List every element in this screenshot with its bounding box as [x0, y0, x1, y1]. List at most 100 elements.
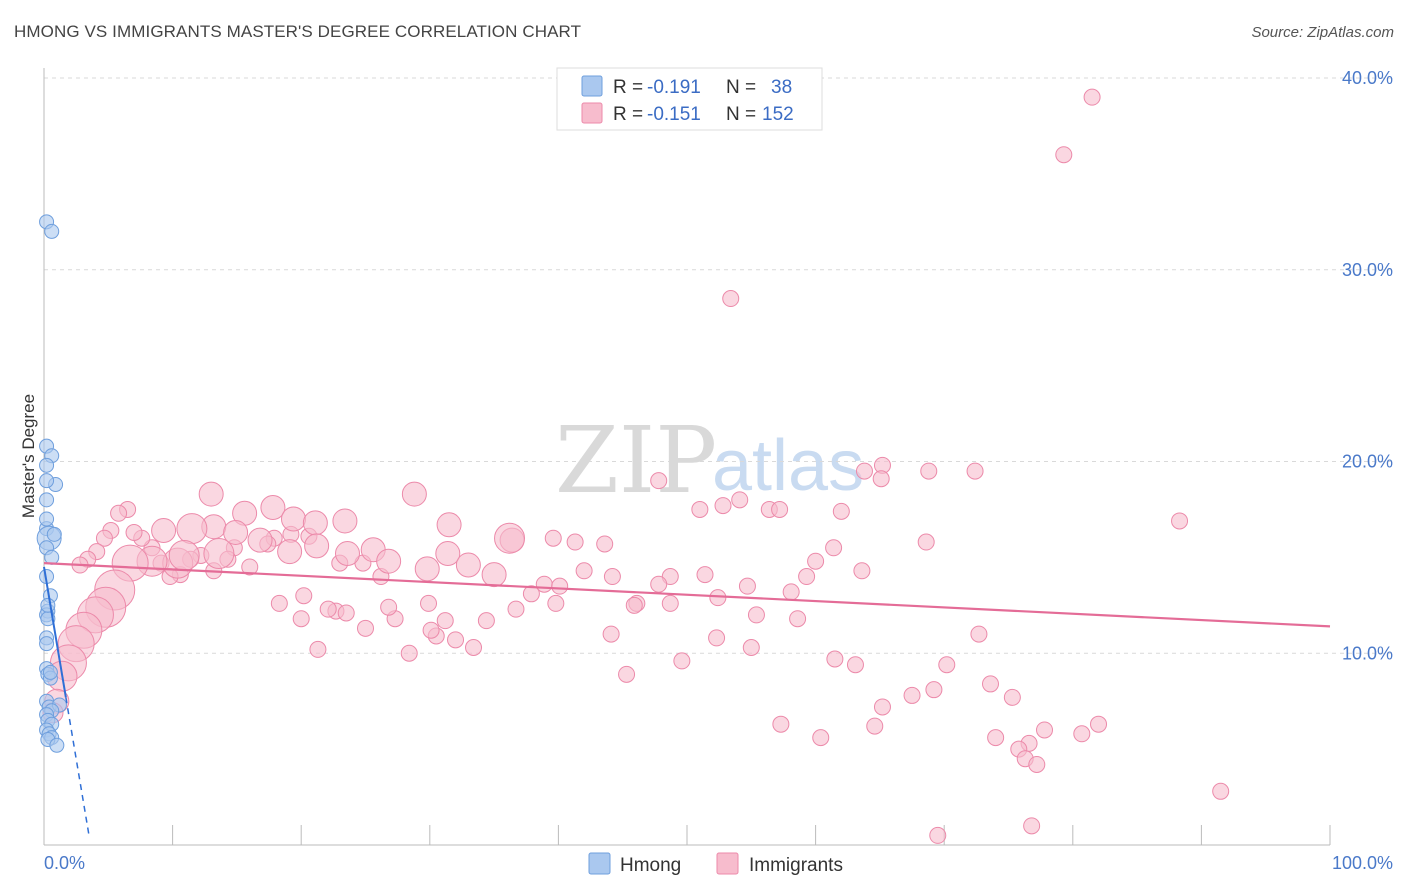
bottom-legend-label-immigrants: Immigrants — [749, 855, 843, 876]
immigrants-point — [798, 568, 816, 586]
immigrants-points — [42, 88, 1230, 844]
legend-swatch-immigrants — [581, 102, 603, 124]
immigrants-point — [125, 523, 143, 541]
immigrants-point — [447, 631, 465, 649]
immigrants-point — [401, 481, 427, 507]
trend-lines — [43, 562, 1331, 836]
immigrants-trend-line — [43, 562, 1331, 628]
y-tick-label: 10.0% — [1342, 643, 1393, 663]
immigrants-point — [714, 497, 732, 515]
hmong-trend-line-extension — [65, 697, 90, 836]
immigrants-point — [465, 638, 483, 656]
immigrants-point — [826, 650, 844, 668]
immigrants-point — [436, 512, 462, 538]
immigrants-point — [1083, 88, 1101, 106]
immigrants-point — [414, 556, 440, 582]
hmong-point — [40, 597, 56, 613]
legend-r-label-hmong: R = — [613, 77, 643, 98]
hmong-point — [42, 664, 58, 680]
immigrants-point — [295, 587, 313, 605]
immigrants-point — [507, 600, 525, 618]
immigrants-point — [309, 640, 327, 658]
immigrants-point — [917, 533, 935, 551]
immigrants-point — [920, 462, 938, 480]
immigrants-point — [551, 577, 569, 595]
immigrants-point — [376, 548, 402, 574]
immigrants-point — [176, 513, 208, 545]
immigrants-point — [420, 594, 438, 612]
immigrants-point — [494, 522, 526, 554]
immigrants-point — [241, 558, 259, 576]
immigrants-point — [825, 539, 843, 557]
hmong-point — [46, 526, 62, 542]
immigrants-point — [198, 481, 224, 507]
y-axis-label: Master's Degree — [19, 394, 38, 518]
immigrants-point — [812, 729, 830, 747]
immigrants-point — [277, 539, 303, 565]
y-tick-label: 30.0% — [1342, 260, 1393, 280]
immigrants-point — [708, 629, 726, 647]
immigrants-point — [422, 621, 440, 639]
x-axis-ticks — [172, 825, 1331, 845]
immigrants-point — [691, 500, 709, 518]
immigrants-point — [302, 510, 328, 536]
legend-r-value-immigrants: -0.151 — [647, 104, 701, 125]
immigrants-point — [650, 472, 668, 490]
immigrants-point — [247, 527, 273, 553]
immigrants-point — [966, 462, 984, 480]
immigrants-point — [596, 535, 614, 553]
bottom-legend-swatch-hmong — [588, 852, 611, 875]
hmong-point — [39, 492, 55, 508]
immigrants-point — [846, 656, 864, 674]
immigrants-point — [981, 675, 999, 693]
immigrants-point — [435, 541, 461, 567]
immigrants-point — [855, 462, 873, 480]
bottom-legend-swatch-immigrants — [716, 852, 739, 875]
immigrants-point — [547, 594, 565, 612]
x-tick-label-max: 100.0% — [1332, 853, 1393, 873]
immigrants-point — [722, 290, 740, 308]
immigrants-point — [673, 652, 691, 670]
immigrants-point — [168, 539, 200, 571]
immigrants-point — [731, 491, 749, 509]
immigrants-point — [625, 596, 643, 614]
source-label: Source: ZipAtlas.com — [1251, 24, 1394, 41]
hmong-point — [39, 457, 55, 473]
x-tick-label-min: 0.0% — [44, 853, 85, 873]
immigrants-point — [1171, 512, 1189, 530]
immigrants-point — [650, 575, 668, 593]
hmong-point — [39, 636, 55, 652]
immigrants-point — [319, 600, 337, 618]
immigrants-point — [866, 717, 884, 735]
legend-n-value-immigrants: 152 — [762, 104, 794, 125]
immigrants-point — [1028, 755, 1046, 773]
legend-r-label-immigrants: R = — [613, 104, 643, 125]
hmong-points — [36, 214, 67, 753]
hmong-point — [39, 511, 55, 527]
y-tick-labels: 10.0% 20.0% 30.0% 40.0% — [1342, 68, 1393, 663]
immigrants-point — [544, 529, 562, 547]
immigrants-point — [260, 495, 286, 521]
immigrants-point — [575, 562, 593, 580]
immigrants-point — [1003, 688, 1021, 706]
immigrants-point — [661, 594, 679, 612]
immigrants-point — [337, 604, 355, 622]
immigrants-point — [151, 518, 177, 544]
immigrants-point — [1212, 782, 1230, 800]
immigrants-point — [782, 583, 800, 601]
immigrants-point — [925, 681, 943, 699]
immigrants-point — [832, 502, 850, 520]
immigrants-point — [357, 619, 374, 637]
immigrants-point — [292, 610, 310, 628]
immigrants-point — [603, 568, 621, 586]
y-tick-label: 40.0% — [1342, 68, 1393, 88]
immigrants-point — [1036, 721, 1054, 739]
watermark-zip: ZIP — [555, 407, 717, 514]
hmong-point — [39, 473, 55, 489]
immigrants-point — [929, 826, 947, 844]
immigrants-point — [332, 508, 358, 534]
y-tick-label: 20.0% — [1342, 452, 1393, 472]
immigrants-point — [436, 612, 454, 630]
legend-n-value-hmong: 38 — [771, 77, 792, 98]
